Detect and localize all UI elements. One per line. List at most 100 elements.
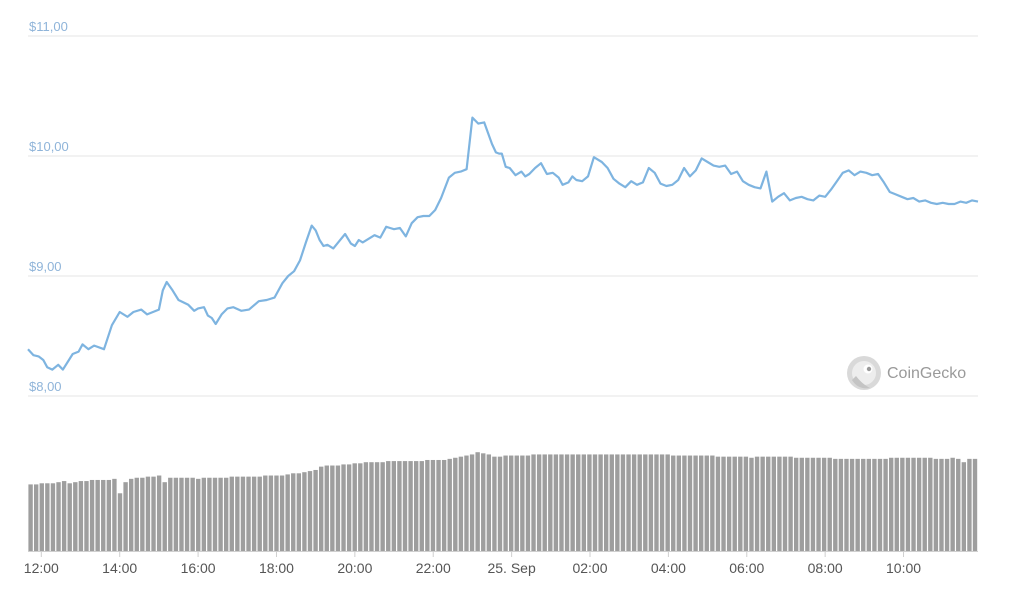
- volume-bar: [78, 481, 84, 551]
- volume-bar: [693, 455, 698, 551]
- volume-bar: [106, 479, 112, 551]
- volume-bar: [341, 464, 346, 551]
- volume-bar: [95, 479, 100, 551]
- volume-bar: [397, 461, 402, 551]
- x-tick-label: 02:00: [572, 560, 607, 576]
- y-tick-label: $9,00: [29, 259, 62, 274]
- volume-bar: [45, 483, 50, 551]
- volume-bar: [497, 456, 503, 551]
- volume-bar: [162, 482, 167, 551]
- volume-bar: [464, 455, 469, 551]
- x-tick-label: 04:00: [651, 560, 686, 576]
- volume-bar: [56, 482, 61, 551]
- volume-bar: [508, 455, 514, 551]
- volume-bar: [687, 455, 693, 551]
- volume-bar: [944, 458, 950, 551]
- volume-bar: [631, 454, 637, 551]
- volume-bar: [905, 457, 911, 551]
- volume-bar: [374, 462, 380, 551]
- volume-bar: [849, 458, 855, 551]
- volume-bar: [587, 454, 592, 551]
- volume-bar: [704, 455, 709, 551]
- volume-bar: [201, 477, 207, 551]
- volume-bar: [296, 473, 302, 551]
- volume-bar: [520, 455, 525, 551]
- volume-bar: [620, 454, 626, 551]
- volume-bar: [363, 462, 369, 551]
- volume-bar: [33, 484, 39, 551]
- volume-bar: [453, 457, 458, 551]
- volume-bar: [961, 462, 967, 551]
- volume-bar: [268, 475, 274, 551]
- volume-bar: [525, 455, 531, 551]
- volume-bar: [877, 458, 883, 551]
- volume-bar: [257, 476, 262, 551]
- volume-bar: [380, 462, 385, 551]
- volume-bar: [559, 454, 564, 551]
- volume-bar: [888, 457, 894, 551]
- volume-bar: [810, 457, 816, 551]
- volume-bar: [140, 477, 145, 551]
- volume-bar: [190, 477, 195, 551]
- volume-bar: [391, 461, 397, 551]
- volume-bar: [134, 477, 139, 551]
- x-tick-label: 22:00: [416, 560, 451, 576]
- volume-bar: [168, 477, 173, 551]
- volume-bar: [771, 456, 777, 551]
- y-tick-label: $10,00: [29, 139, 69, 154]
- volume-bar: [458, 456, 464, 551]
- volume-bar: [223, 477, 229, 551]
- volume-bar: [760, 456, 765, 551]
- volume-bar: [715, 456, 721, 551]
- volume-bar: [754, 456, 760, 551]
- volume-bar: [251, 476, 257, 551]
- volume-bar: [318, 466, 324, 551]
- volume-bar: [184, 477, 190, 551]
- volume-bar: [922, 457, 927, 551]
- volume-bar: [173, 477, 179, 551]
- volume-bar: [536, 454, 542, 551]
- volume-bar: [123, 482, 128, 551]
- volume-bar: [481, 453, 486, 551]
- volume-bar: [486, 454, 492, 551]
- volume-bar: [861, 458, 866, 551]
- x-tick-label: 16:00: [181, 560, 216, 576]
- volume-bar: [548, 454, 553, 551]
- volume-bar: [358, 463, 363, 551]
- volume-bar: [816, 457, 821, 551]
- volume-bar: [117, 493, 123, 551]
- volume-bar: [956, 458, 961, 551]
- volume-bar: [313, 469, 318, 551]
- volume-bar: [626, 454, 631, 551]
- volume-bar: [196, 478, 201, 551]
- volume-bar: [749, 457, 754, 551]
- volume-bar: [50, 483, 56, 551]
- volume-bar: [156, 475, 162, 551]
- volume-bar: [179, 477, 184, 551]
- price-line: [27, 116, 979, 371]
- volume-bar: [570, 454, 575, 551]
- x-tick-label: 25. Sep: [487, 560, 535, 576]
- volume-bar: [425, 459, 430, 551]
- x-tick-label: 20:00: [337, 560, 372, 576]
- volume-bar: [743, 456, 749, 551]
- volume-bar: [469, 454, 475, 551]
- volume-bar: [346, 464, 352, 551]
- volume-bar: [39, 483, 44, 551]
- volume-bar: [307, 471, 313, 551]
- volume-bar: [285, 474, 290, 551]
- volume-bar: [950, 457, 955, 551]
- volume-bar: [659, 454, 665, 551]
- volume-bar: [609, 454, 614, 551]
- volume-bar: [827, 457, 832, 551]
- volume-bar: [793, 457, 799, 551]
- volume-bar: [805, 457, 810, 551]
- gecko-logo-icon: [847, 356, 881, 390]
- volume-bar: [402, 461, 408, 551]
- volume-bar: [542, 454, 547, 551]
- volume-bar: [369, 462, 374, 551]
- volume-bar: [676, 455, 682, 551]
- volume-bar: [738, 456, 743, 551]
- y-tick-label: $11,00: [29, 19, 68, 34]
